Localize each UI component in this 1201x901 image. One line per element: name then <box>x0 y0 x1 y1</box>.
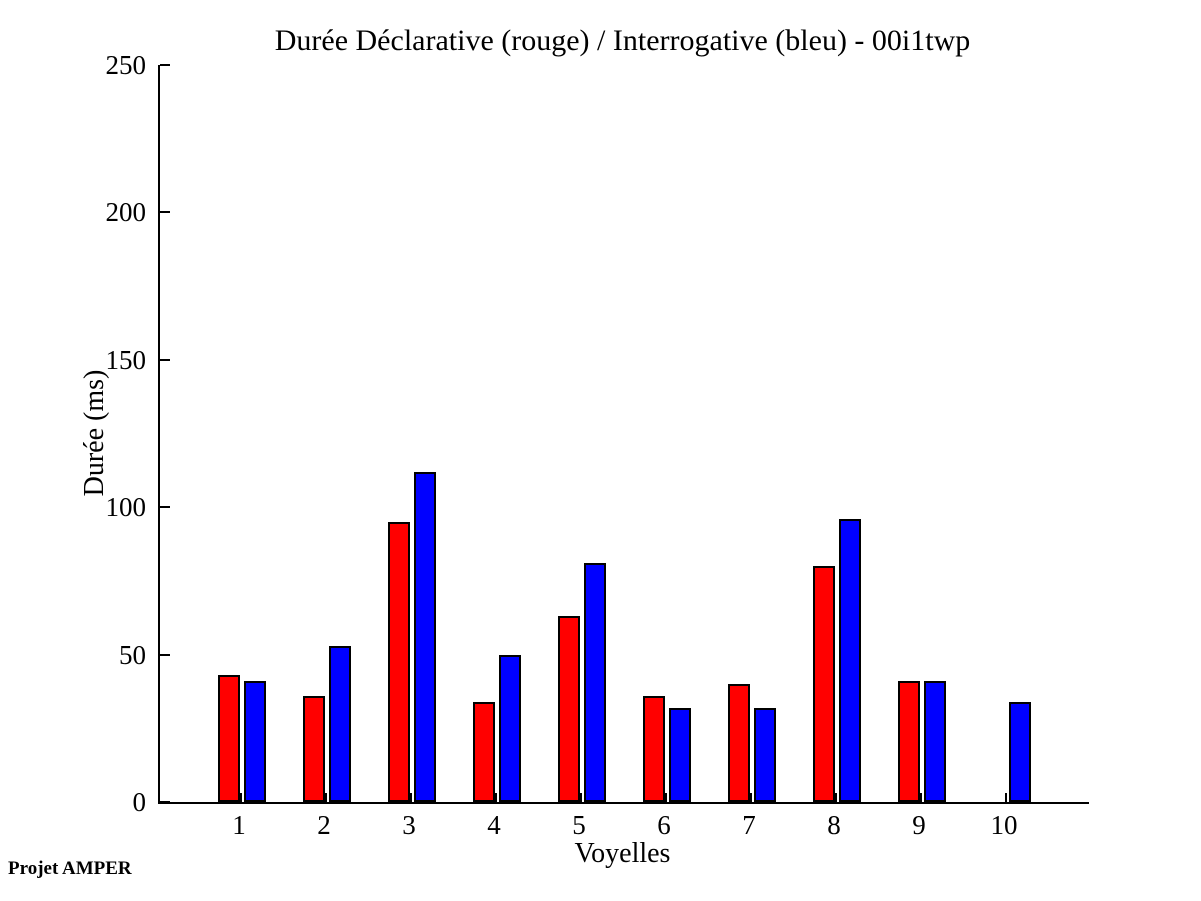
y-tick-label-250: 250 <box>105 50 147 80</box>
x-tick-line-9 <box>920 793 922 802</box>
x-tick-line-4 <box>495 793 497 802</box>
bar-interrogative-10 <box>1009 702 1031 802</box>
bar-interrogative-5 <box>584 563 606 802</box>
chart-title: Durée Déclarative (rouge) / Interrogativ… <box>274 24 971 57</box>
x-tick-label-9: 9 <box>912 810 926 840</box>
x-tick-line-5 <box>580 793 582 802</box>
bar-déclarative-4 <box>473 702 495 802</box>
bar-déclarative-6 <box>643 696 665 802</box>
x-tick-line-3 <box>410 793 412 802</box>
bar-déclarative-5 <box>558 616 580 802</box>
x-axis-label: Voyelles <box>574 838 671 869</box>
x-tick-line-6 <box>665 793 667 802</box>
y-tick-line-100 <box>160 506 170 508</box>
x-tick-label-4: 4 <box>487 810 501 840</box>
y-tick-label-150: 150 <box>105 345 147 375</box>
x-tick-line-7 <box>750 793 752 802</box>
bar-déclarative-9 <box>898 681 920 802</box>
bar-déclarative-3 <box>388 522 410 802</box>
y-tick-label-50: 50 <box>119 640 146 670</box>
bar-interrogative-9 <box>924 681 946 802</box>
y-tick-line-50 <box>160 654 170 656</box>
y-tick-line-0 <box>160 801 170 803</box>
bar-déclarative-8 <box>813 566 835 802</box>
x-tick-line-8 <box>835 793 837 802</box>
bar-interrogative-3 <box>414 472 436 802</box>
x-tick-label-6: 6 <box>657 810 671 840</box>
bar-déclarative-2 <box>303 696 325 802</box>
bar-déclarative-7 <box>728 684 750 802</box>
bar-interrogative-1 <box>244 681 266 802</box>
x-tick-line-10 <box>1005 793 1007 802</box>
bar-interrogative-6 <box>669 708 691 802</box>
x-tick-line-2 <box>325 793 327 802</box>
bar-interrogative-4 <box>499 655 521 802</box>
x-tick-label-8: 8 <box>827 810 841 840</box>
plot-area <box>158 64 1089 804</box>
x-tick-label-2: 2 <box>317 810 331 840</box>
footer-text: Projet AMPER <box>8 858 132 879</box>
bar-interrogative-8 <box>839 519 861 802</box>
y-axis-label: Durée (ms) <box>79 369 110 497</box>
y-tick-label-100: 100 <box>105 492 147 522</box>
x-tick-label-10: 10 <box>990 810 1018 840</box>
y-tick-line-250 <box>160 64 170 66</box>
y-tick-line-200 <box>160 211 170 213</box>
x-tick-label-5: 5 <box>572 810 586 840</box>
x-tick-line-1 <box>240 793 242 802</box>
bar-déclarative-1 <box>218 675 240 802</box>
y-tick-label-200: 200 <box>105 197 147 227</box>
x-tick-label-1: 1 <box>232 810 246 840</box>
y-tick-label-0: 0 <box>132 787 147 817</box>
y-tick-line-150 <box>160 359 170 361</box>
bar-interrogative-7 <box>754 708 776 802</box>
x-tick-label-3: 3 <box>402 810 416 840</box>
x-tick-label-7: 7 <box>742 810 756 840</box>
bar-interrogative-2 <box>329 646 351 802</box>
